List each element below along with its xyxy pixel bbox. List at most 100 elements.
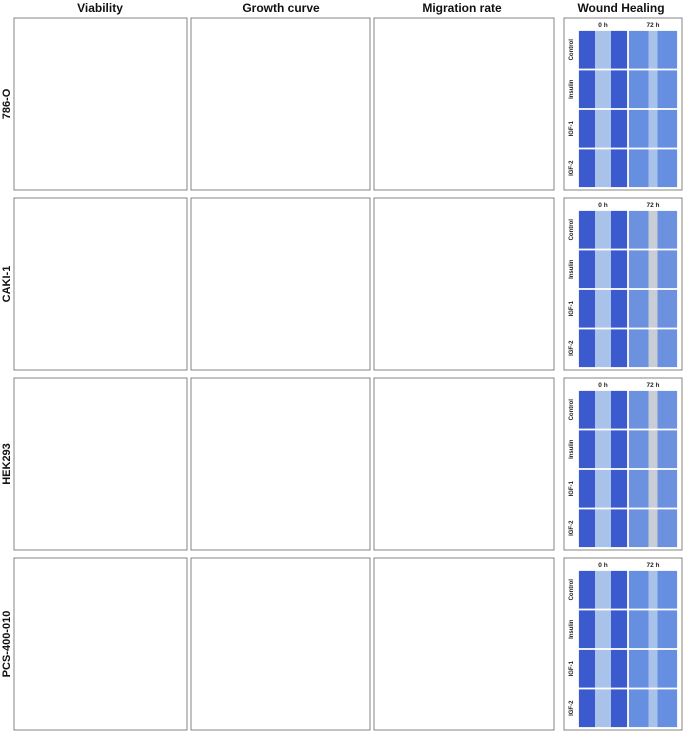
wound-cell-front-left xyxy=(628,430,649,469)
wound-cell-front-right xyxy=(611,469,628,508)
wound-image-border xyxy=(578,469,628,509)
wound-condition-label: Control xyxy=(569,219,575,241)
wound-cell-front-right xyxy=(611,570,628,609)
wound-cell-front-right xyxy=(611,390,628,429)
wound-condition-label: IGF-1 xyxy=(569,660,575,676)
wound-image-border xyxy=(578,30,628,70)
wound-cell-front-left xyxy=(628,109,649,148)
wound-cell-front-left xyxy=(628,149,649,188)
wound-image-border xyxy=(628,109,678,149)
wound-cell-front-right xyxy=(611,610,628,649)
wound-panel-2: 0 h 72 h Control Insulin IGF-1 IGF-2 xyxy=(563,377,683,551)
wound-cell-front-right xyxy=(611,210,628,249)
wound-cell-front-right xyxy=(657,329,678,368)
wound-condition-label: IGF-2 xyxy=(569,700,575,716)
column-header-1: Growth curve xyxy=(242,1,320,15)
wound-time-label: 72 h xyxy=(646,22,659,29)
line-panel-1-frame xyxy=(190,17,371,191)
wound-condition-label: IGF-1 xyxy=(569,120,575,136)
wound-cell-front-right xyxy=(611,509,628,548)
wound-image-border xyxy=(578,289,628,329)
wound-image-border xyxy=(578,109,628,149)
wound-time-label: 72 h xyxy=(646,382,659,389)
wound-cell-front-left xyxy=(578,149,595,188)
wound-time-label: 0 h xyxy=(598,22,607,29)
wound-cell-front-left xyxy=(578,649,595,688)
wound-cell-front-right xyxy=(657,149,678,188)
wound-image-border xyxy=(578,570,628,610)
wound-image-border xyxy=(628,328,678,368)
wound-cell-front-left xyxy=(628,329,649,368)
wound-cell-front-left xyxy=(628,250,649,289)
wound-cell-front-left xyxy=(628,649,649,688)
wound-cell-front-left xyxy=(578,610,595,649)
wound-cell-front-right xyxy=(657,109,678,148)
wound-cell-front-right xyxy=(611,289,628,328)
wound-time-label: 0 h xyxy=(598,562,607,569)
wound-cell-front-right xyxy=(657,70,678,109)
wound-cell-front-left xyxy=(628,210,649,249)
wound-condition-label: Control xyxy=(569,579,575,601)
wound-cell-front-right xyxy=(611,689,628,728)
box-panel-8-frame xyxy=(373,377,555,551)
wound-image-border xyxy=(578,69,628,109)
row-label-2: HEK293 xyxy=(1,443,13,485)
wound-image-border xyxy=(628,30,678,70)
wound-cell-front-right xyxy=(657,610,678,649)
wound-image-border xyxy=(628,289,678,329)
wound-cell-front-left xyxy=(578,30,595,69)
column-header-2: Migration rate xyxy=(422,1,502,15)
wound-time-label: 0 h xyxy=(598,202,607,209)
wound-image-border xyxy=(628,570,678,610)
wound-cell-front-right xyxy=(611,30,628,69)
wound-cell-front-left xyxy=(578,570,595,609)
wound-condition-label: IGF-2 xyxy=(569,160,575,176)
wound-cell-front-left xyxy=(628,689,649,728)
box-panel-5-frame xyxy=(373,197,555,371)
wound-cell-front-right xyxy=(657,390,678,429)
wound-cell-front-left xyxy=(628,570,649,609)
wound-cell-front-right xyxy=(611,109,628,148)
wound-condition-label: Insulin xyxy=(569,619,575,639)
wound-time-label: 72 h xyxy=(646,202,659,209)
wound-image-border xyxy=(628,148,678,188)
wound-condition-label: Insulin xyxy=(569,259,575,279)
line-panel-4-frame xyxy=(190,197,371,371)
wound-cell-front-left xyxy=(628,289,649,328)
wound-image-border xyxy=(628,210,678,250)
wound-image-border xyxy=(628,69,678,109)
wound-cell-front-left xyxy=(578,109,595,148)
wound-cell-front-left xyxy=(628,610,649,649)
wound-cell-front-left xyxy=(628,70,649,109)
box-panel-0-frame xyxy=(13,17,188,191)
wound-cell-front-left xyxy=(628,469,649,508)
wound-panel-3: 0 h 72 h Control Insulin IGF-1 IGF-2 xyxy=(563,557,683,731)
wound-image-border xyxy=(628,609,678,649)
box-panel-2-frame xyxy=(373,17,555,191)
column-header-0: Viability xyxy=(77,1,123,15)
box-panel-9-frame xyxy=(13,557,188,731)
wound-image-border xyxy=(578,249,628,289)
wound-cell-front-left xyxy=(578,469,595,508)
wound-condition-label: Control xyxy=(569,39,575,61)
wound-cell-front-left xyxy=(578,430,595,469)
wound-cell-front-left xyxy=(578,689,595,728)
wound-image-border xyxy=(578,688,628,728)
wound-cell-front-right xyxy=(657,689,678,728)
wound-condition-label: IGF-2 xyxy=(569,340,575,356)
wound-image-border xyxy=(578,649,628,689)
wound-panel-0: 0 h 72 h Control Insulin IGF-1 IGF-2 xyxy=(563,17,683,191)
wound-panel-1: 0 h 72 h Control Insulin IGF-1 IGF-2 xyxy=(563,197,683,371)
wound-cell-front-left xyxy=(578,210,595,249)
wound-cell-front-right xyxy=(657,509,678,548)
wound-cell-front-left xyxy=(628,30,649,69)
wound-image-border xyxy=(578,609,628,649)
wound-image-border xyxy=(628,390,678,430)
wound-image-border xyxy=(628,469,678,509)
row-label-1: CAKI-1 xyxy=(1,266,13,303)
wound-image-border xyxy=(578,508,628,548)
wound-image-border xyxy=(628,649,678,689)
wound-time-label: 72 h xyxy=(646,562,659,569)
wound-cell-front-right xyxy=(611,149,628,188)
wound-image-border xyxy=(628,429,678,469)
